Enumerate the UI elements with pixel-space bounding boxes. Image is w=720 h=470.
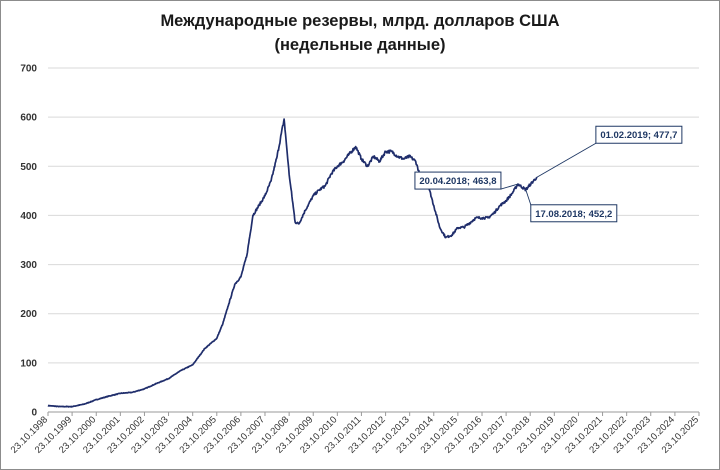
annotation-label: 20.04.2018; 463,8 [419, 176, 496, 187]
y-tick-label: 600 [20, 113, 37, 124]
annotation-label: 01.02.2019; 477,7 [600, 130, 677, 141]
y-tick-label: 700 [20, 64, 37, 75]
annotation-box [530, 204, 618, 223]
annotation-leader [536, 142, 597, 178]
y-tick-label: 0 [31, 408, 37, 419]
y-tick-label: 200 [20, 309, 37, 320]
chart-subtitle: (недельные данные) [274, 36, 446, 54]
annotation-leader [525, 189, 532, 205]
annotation-leader [500, 183, 519, 190]
chart-title-block: Международные резервы, млрд. долларов СШ… [1, 9, 719, 57]
annotation-box [595, 125, 683, 144]
y-tick-label: 100 [20, 358, 37, 369]
series-line [47, 118, 538, 408]
annotation-label: 17.08.2018; 452,2 [535, 209, 612, 220]
y-tick-label: 300 [20, 260, 37, 271]
annotation-box [414, 171, 502, 190]
chart-title: Международные резервы, млрд. долларов СШ… [160, 12, 560, 30]
y-tick-label: 400 [20, 211, 37, 222]
y-tick-label: 500 [20, 162, 37, 173]
